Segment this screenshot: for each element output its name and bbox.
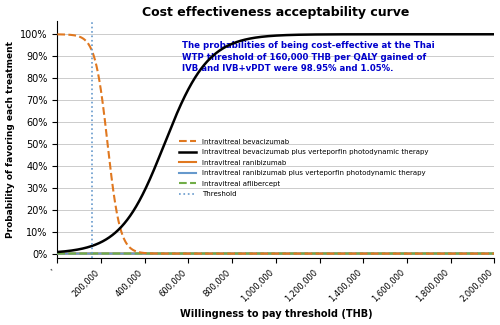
Title: Cost effectiveness acceptability curve: Cost effectiveness acceptability curve (142, 6, 409, 19)
Y-axis label: Probability of favoring each treatment: Probability of favoring each treatment (6, 41, 15, 238)
X-axis label: Willingness to pay threshold (THB): Willingness to pay threshold (THB) (180, 309, 372, 319)
Legend: Intravitreal bevacizumab, Intravitreal bevacizumab plus verteporfin photodynamic: Intravitreal bevacizumab, Intravitreal b… (179, 139, 428, 197)
Text: The probabilities of being cost-effective at the Thai
WTP threshold of 160,000 T: The probabilities of being cost-effectiv… (182, 41, 434, 73)
